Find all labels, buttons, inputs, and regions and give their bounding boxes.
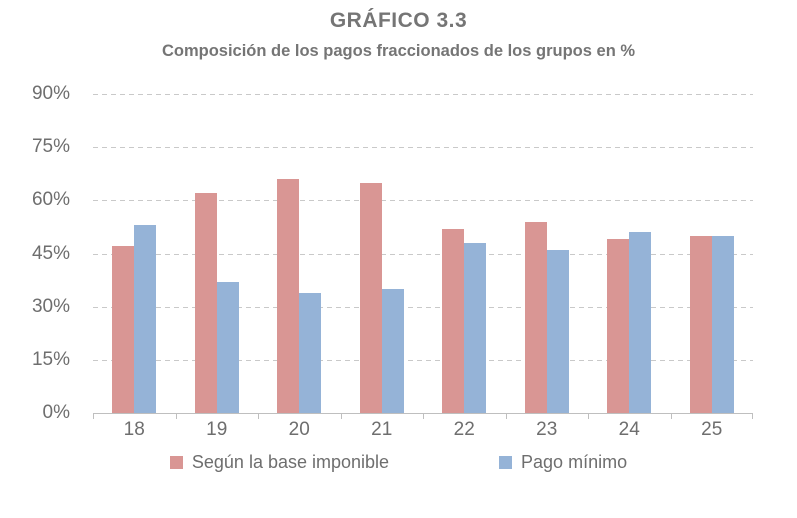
bar-19-series-2 (216, 281, 239, 413)
bar-20-series-2 (299, 292, 322, 413)
x-tick-label-21: 21 (371, 419, 393, 440)
y-tick-label: 30% (31, 295, 70, 317)
bar-21-series-1 (359, 182, 382, 413)
legend-swatch-icon (499, 456, 513, 469)
x-axis-tick (93, 414, 94, 419)
bar-21-series-2 (381, 288, 404, 413)
bar-23-series-1 (524, 221, 547, 413)
gridline (93, 147, 753, 149)
bar-19-series-1 (194, 193, 217, 413)
legend-label: Pago mínimo (521, 452, 628, 472)
y-tick-label: 0% (42, 402, 70, 423)
bar-25-series-2 (711, 235, 734, 413)
bar-18-series-1 (112, 246, 135, 413)
y-tick-label: 90% (31, 83, 70, 104)
x-axis-tick (175, 414, 177, 419)
x-tick-label-25: 25 (701, 419, 723, 440)
y-tick-label: 45% (31, 242, 70, 264)
bar-22-series-1 (442, 228, 465, 413)
y-tick-label: 15% (31, 348, 70, 370)
chart-subtitle: Composición de los pagos fraccionados de… (161, 42, 636, 60)
x-axis-tick (258, 414, 259, 419)
gridline (93, 359, 753, 361)
x-axis-tick (340, 414, 342, 419)
x-tick-label-19: 19 (206, 419, 228, 440)
gridline (93, 200, 753, 202)
x-axis: 18 19 20 21 22 23 24 25 (93, 419, 753, 445)
x-axis-tick (505, 414, 507, 419)
plot-area (93, 94, 753, 419)
legend-label: Según la base imponible (191, 452, 390, 472)
bar-24-series-1 (607, 239, 630, 413)
bar-23-series-2 (546, 249, 569, 413)
bar-25-series-1 (689, 235, 712, 413)
bar-18-series-2 (134, 225, 157, 413)
gridline (93, 253, 753, 255)
bar-20-series-1 (277, 179, 300, 413)
y-axis: 0% 15% 30% 45% 60% 75% 90% (0, 0, 70, 518)
x-tick-label-23: 23 (536, 419, 558, 440)
legend-entry-1: Según la base imponible (169, 452, 390, 473)
x-tick-label-20: 20 (288, 419, 310, 440)
x-tick-label-24: 24 (618, 419, 640, 440)
x-axis-tick (670, 414, 672, 419)
legend-swatch-icon (169, 456, 183, 469)
bar-22-series-2 (464, 242, 487, 413)
legend-entry-2: Pago mínimo (499, 452, 627, 473)
y-tick-label: 75% (31, 136, 70, 158)
x-axis-tick (752, 414, 753, 419)
bar-24-series-2 (629, 232, 652, 413)
gridline (93, 94, 753, 95)
x-tick-label-18: 18 (123, 419, 145, 440)
x-tick-label-22: 22 (453, 419, 475, 440)
legend: Según la base imponible Pago mínimo (0, 452, 797, 473)
x-axis-tick (423, 414, 424, 419)
x-axis-tick (588, 414, 589, 419)
gridline (93, 306, 753, 308)
y-tick-label: 60% (31, 189, 70, 211)
chart-title: GRÁFICO 3.3 (329, 9, 468, 32)
